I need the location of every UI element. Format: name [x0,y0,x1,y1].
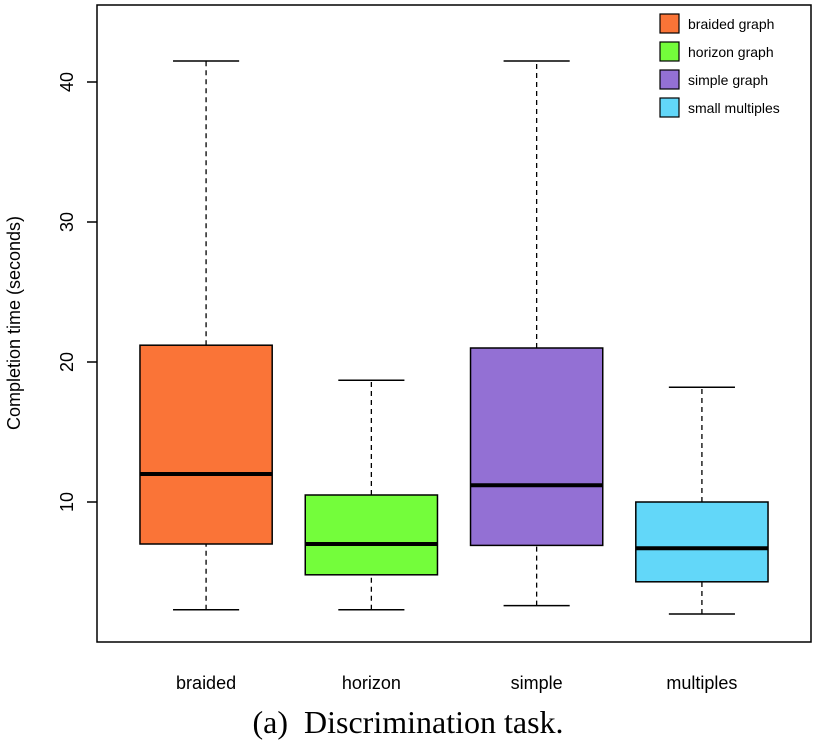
box-simple [469,60,604,607]
legend-item: horizon graph [659,41,774,62]
legend-label: braided graph [688,16,774,32]
x-tick-label: simple [511,673,563,693]
box-braided [139,60,273,611]
x-tick-label: horizon [342,673,401,693]
y-tick-label: 20 [57,352,77,372]
y-tick-label: 10 [57,492,77,512]
legend-label: simple graph [688,72,768,88]
iqr-box [635,501,769,583]
x-tick-label: braided [176,673,236,693]
y-axis-label: Completion time (seconds) [4,216,24,430]
x-tick-label: multiples [666,673,737,693]
legend-swatch [659,97,680,118]
plot-frame [96,4,812,643]
y-axis: 10 20 30 40 [57,72,97,512]
box-multiples [635,386,769,615]
boxes [139,60,769,615]
legend-swatch [659,13,680,34]
legend-swatch [659,41,680,62]
iqr-box [304,494,439,576]
box-horizon [304,379,439,611]
legend-item: braided graph [659,13,774,34]
legend-item: small multiples [659,97,780,118]
legend: braided graph horizon graph simple graph sm… [659,13,780,118]
x-axis-labels: braided horizon simple multiples [176,673,737,693]
legend-swatch [659,69,680,90]
iqr-box [469,347,604,547]
figure-caption: (a) Discrimination task. [252,704,564,740]
y-tick-label: 40 [57,72,77,92]
iqr-box [139,344,273,545]
legend-label: small multiples [688,100,780,116]
legend-item: simple graph [659,69,768,90]
y-tick-label: 30 [57,212,77,232]
legend-label: horizon graph [688,44,774,60]
